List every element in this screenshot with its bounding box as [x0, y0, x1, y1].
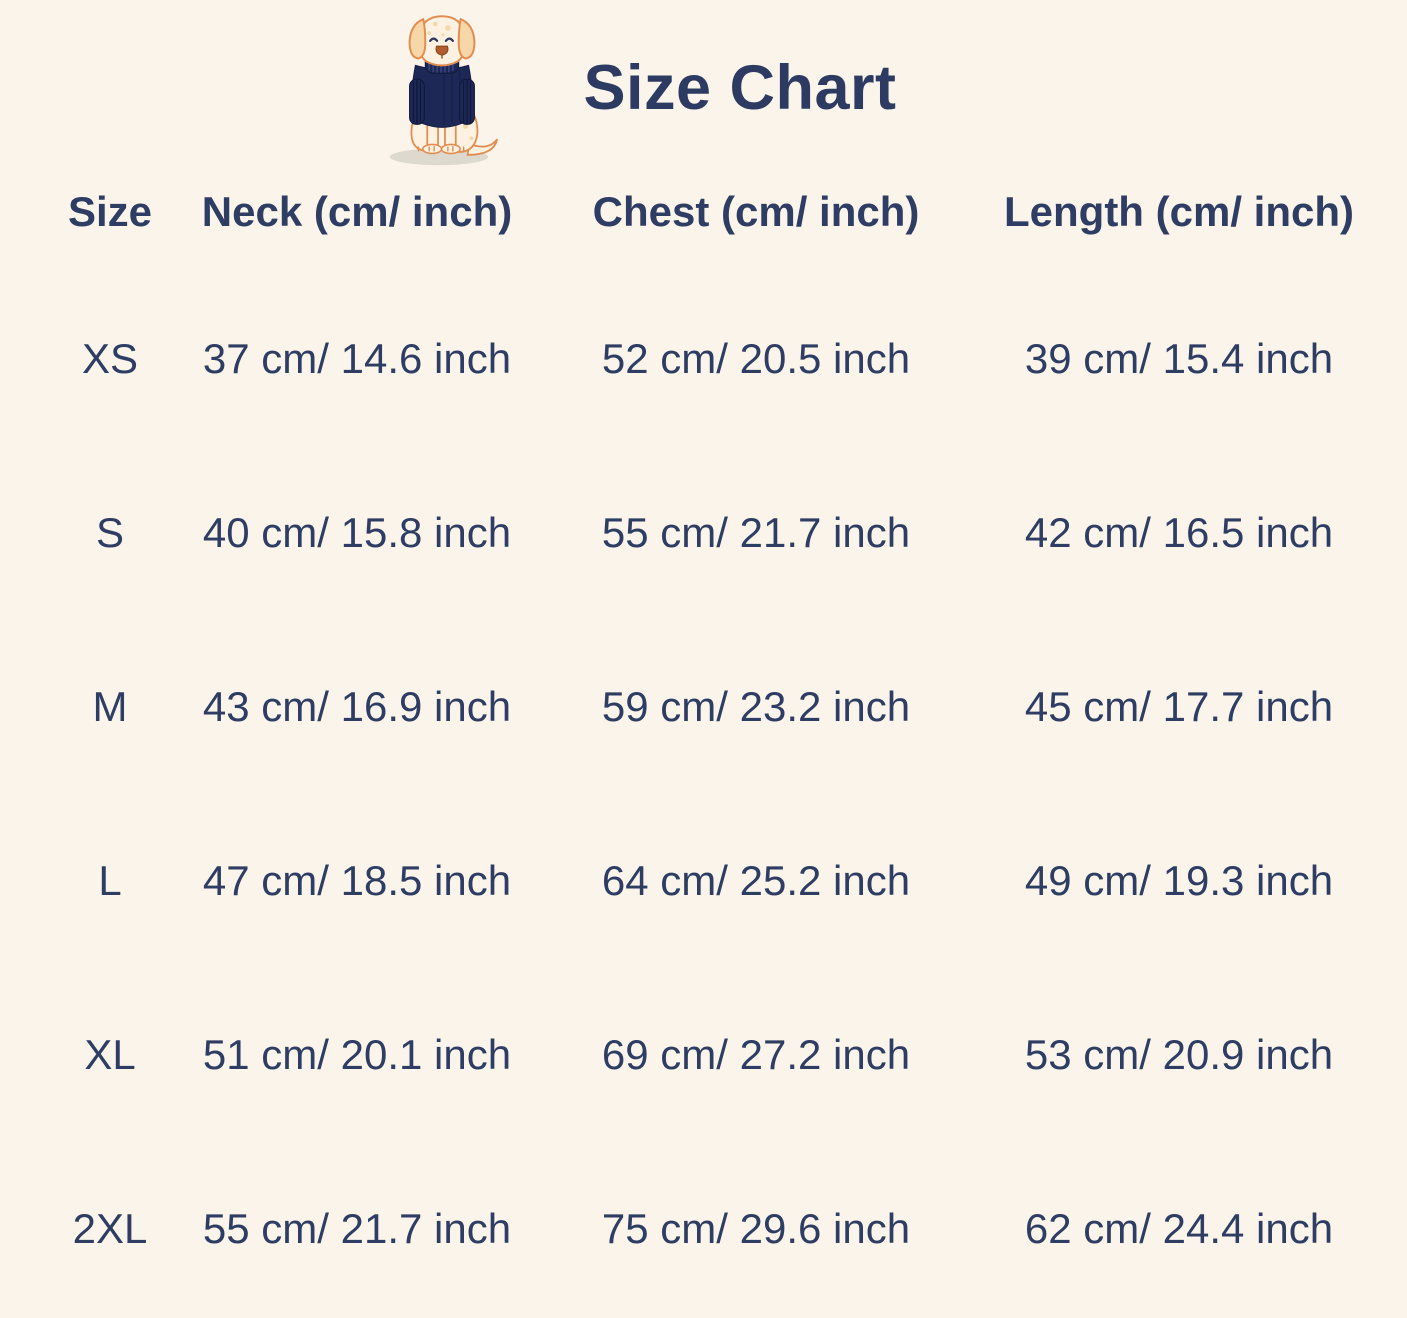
dog-in-sweater-icon — [389, 15, 498, 166]
chest-cell: 52 cm/ 20.5 inch — [601, 335, 911, 382]
dog-tail — [466, 138, 498, 156]
table-row-s: S 40 cm/ 15.8 inch 55 cm/ 21.7 inch 42 c… — [40, 446, 1380, 620]
column-header-length: Length (cm/ inch) — [1004, 188, 1354, 235]
column-header-chest: Chest (cm/ inch) — [592, 188, 920, 235]
chest-cell: 64 cm/ 25.2 inch — [601, 857, 911, 904]
length-cell: 45 cm/ 17.7 inch — [1024, 683, 1334, 730]
dog-eye-left — [429, 37, 439, 42]
size-table: Size Neck (cm/ inch) Chest (cm/ inch) Le… — [40, 182, 1380, 1316]
table-row-l: L 47 cm/ 18.5 inch 64 cm/ 25.2 inch 49 c… — [40, 794, 1380, 968]
neck-cell: 40 cm/ 15.8 inch — [202, 509, 512, 556]
dog-ear-right — [457, 17, 476, 60]
column-header-size: Size — [67, 188, 153, 235]
table-row-m: M 43 cm/ 16.9 inch 59 cm/ 23.2 inch 45 c… — [40, 620, 1380, 794]
size-cell: M — [92, 683, 128, 730]
chest-cell: 59 cm/ 23.2 inch — [601, 683, 911, 730]
size-cell: XS — [81, 335, 139, 382]
neck-cell: 51 cm/ 20.1 inch — [202, 1031, 512, 1078]
neck-cell: 47 cm/ 18.5 inch — [202, 857, 512, 904]
table-row-xl: XL 51 cm/ 20.1 inch 69 cm/ 27.2 inch 53 … — [40, 968, 1380, 1142]
length-cell: 62 cm/ 24.4 inch — [1024, 1205, 1334, 1252]
length-cell: 39 cm/ 15.4 inch — [1024, 335, 1334, 382]
table-row-2xl: 2XL 55 cm/ 21.7 inch 75 cm/ 29.6 inch 62… — [40, 1142, 1380, 1316]
dog-shadow — [389, 148, 489, 166]
length-cell: 49 cm/ 19.3 inch — [1024, 857, 1334, 904]
dog-front-paw-right — [440, 143, 461, 155]
size-cell: L — [98, 857, 122, 904]
page-title: Size Chart — [583, 53, 897, 123]
neck-cell: 43 cm/ 16.9 inch — [202, 683, 512, 730]
table-row-xs: XS 37 cm/ 14.6 inch 52 cm/ 20.5 inch 39 … — [40, 272, 1380, 446]
size-cell: 2XL — [72, 1205, 148, 1252]
length-cell: 53 cm/ 20.9 inch — [1024, 1031, 1334, 1078]
table-header-row: Size Neck (cm/ inch) Chest (cm/ inch) Le… — [40, 182, 1380, 242]
neck-cell: 55 cm/ 21.7 inch — [202, 1205, 512, 1252]
column-header-neck: Neck (cm/ inch) — [201, 188, 513, 235]
dog-front-paw-left — [422, 143, 443, 155]
chest-cell: 55 cm/ 21.7 inch — [601, 509, 911, 556]
dog-nose — [435, 45, 449, 56]
dog-toes — [417, 145, 465, 152]
size-cell: S — [95, 509, 124, 556]
neck-cell: 37 cm/ 14.6 inch — [202, 335, 512, 382]
dog-eye-right — [444, 37, 454, 42]
chest-cell: 75 cm/ 29.6 inch — [601, 1205, 911, 1252]
page-header: Size Chart — [0, 0, 1407, 182]
dog-sleeve-ribs — [412, 80, 472, 124]
length-cell: 42 cm/ 16.5 inch — [1024, 509, 1334, 556]
dog-illustration — [383, 10, 501, 168]
chest-cell: 69 cm/ 27.2 inch — [601, 1031, 911, 1078]
size-cell: XL — [84, 1031, 136, 1078]
dog-ear-left — [408, 17, 427, 60]
